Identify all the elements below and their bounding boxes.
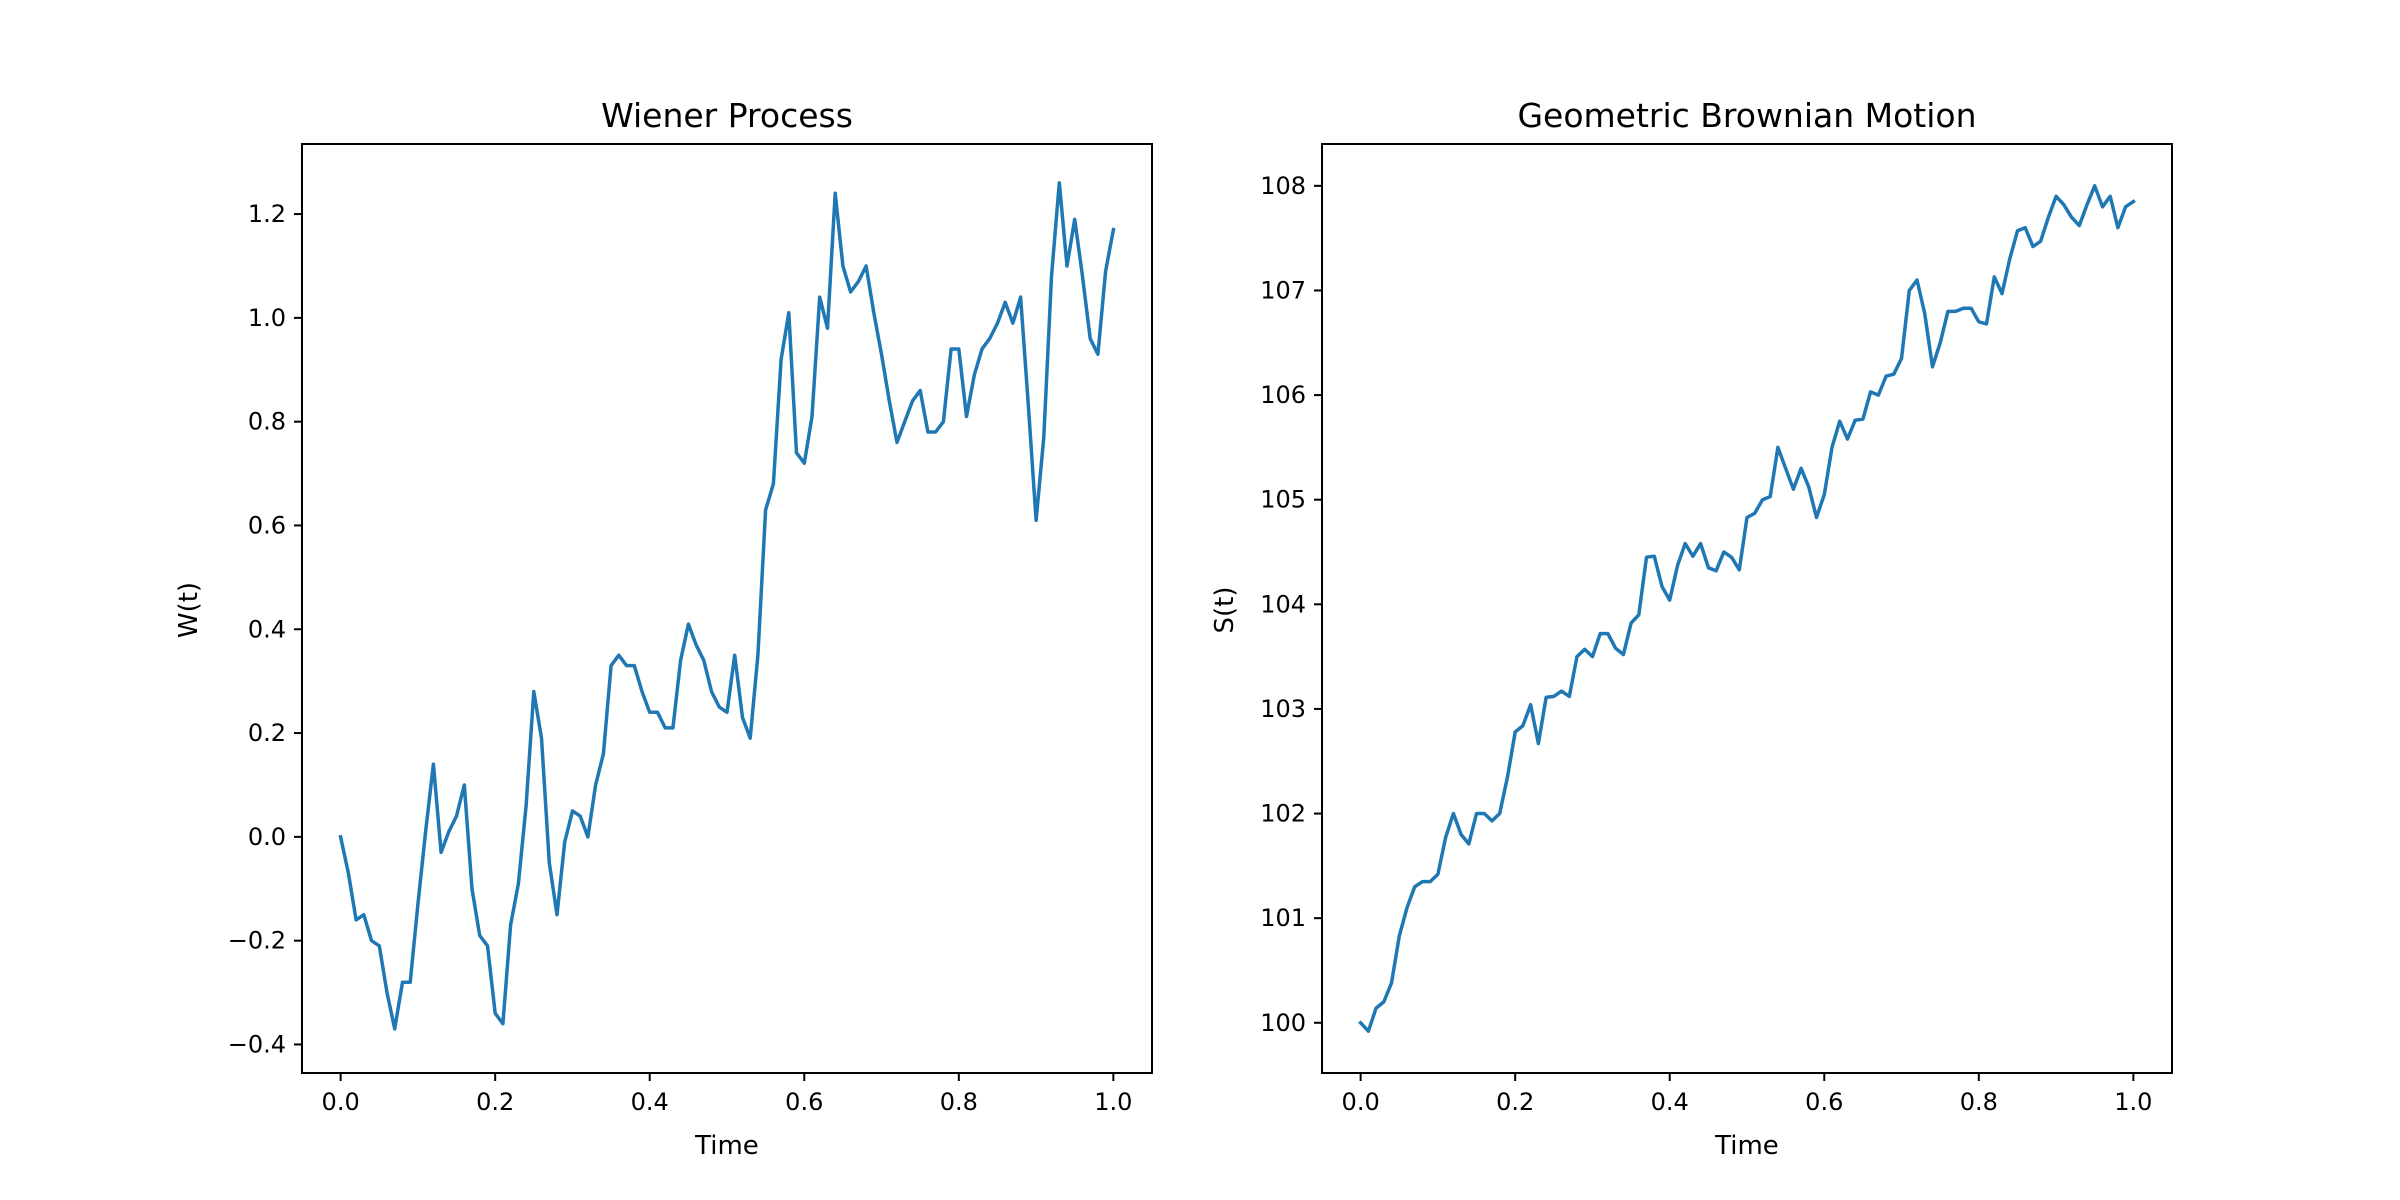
x-tick-label: 0.6 (1805, 1088, 1843, 1116)
x-tick-label: 0.2 (1496, 1088, 1534, 1116)
y-tick-label: 0.8 (248, 408, 286, 436)
x-tick-label: 0.4 (1651, 1088, 1689, 1116)
plot-frame (301, 143, 1153, 1074)
y-tick-label: 0.4 (248, 615, 286, 643)
y-tick-label: 102 (1260, 800, 1306, 828)
wiener-process-chart: Wiener Process 0.0 0.2 0.4 0.6 0.8 1.0 −0.4−0… (174, 96, 1153, 1161)
x-tick-label: 0.6 (785, 1088, 823, 1116)
geometric-brownian-motion-chart: Geometric Brownian Motion 0.0 0.2 0.4 0.6 0.… (1210, 96, 2173, 1161)
x-tick-label: 0.8 (940, 1088, 978, 1116)
y-axis-ticks: 100 101 102 103 104 105 106 107 108 (1260, 172, 1322, 1037)
y-tick-label: 104 (1260, 590, 1306, 618)
series-line (1358, 184, 2136, 1033)
y-tick-label: 106 (1260, 381, 1306, 409)
y-axis-ticks: −0.4 −0.2 0.0 0.2 0.4 0.6 0.8 1.0 1.2 (228, 200, 302, 1058)
x-axis-label: Time (694, 1131, 759, 1161)
x-axis-ticks: 0.0 0.2 0.4 0.6 0.8 1.0 (322, 1073, 1132, 1116)
y-tick-label: 101 (1260, 904, 1306, 932)
y-tick-label: −0.2 (228, 927, 286, 955)
y-tick-label: 0.6 (248, 511, 286, 539)
x-tick-label: 0.0 (322, 1088, 360, 1116)
x-axis-ticks: 0.0 0.2 0.4 0.6 0.8 1.0 (1342, 1073, 2152, 1116)
y-tick-label: 1.2 (248, 200, 286, 228)
plot-frame (1321, 143, 2173, 1074)
y-tick-label: −0.4 (228, 1030, 286, 1058)
x-tick-label: 1.0 (2114, 1088, 2152, 1116)
y-tick-label: 1.0 (248, 304, 286, 332)
y-axis-label: S(t) (1210, 587, 1240, 634)
y-axis-label: W(t) (174, 582, 204, 638)
y-tick-label: 105 (1260, 486, 1306, 514)
x-tick-label: 0.2 (476, 1088, 514, 1116)
x-tick-label: 0.0 (1342, 1088, 1380, 1116)
y-tick-label: 100 (1260, 1009, 1306, 1037)
x-tick-label: 0.4 (631, 1088, 669, 1116)
x-tick-label: 1.0 (1094, 1088, 1132, 1116)
x-axis-label: Time (1714, 1131, 1779, 1161)
chart-title: Geometric Brownian Motion (1517, 96, 1976, 135)
series-line (338, 181, 1116, 1031)
y-tick-label: 0.2 (248, 719, 286, 747)
chart-title: Wiener Process (601, 96, 853, 135)
y-tick-label: 108 (1260, 172, 1306, 200)
x-tick-label: 0.8 (1960, 1088, 1998, 1116)
y-tick-label: 103 (1260, 695, 1306, 723)
y-tick-label: 107 (1260, 276, 1306, 304)
y-tick-label: 0.0 (248, 823, 286, 851)
